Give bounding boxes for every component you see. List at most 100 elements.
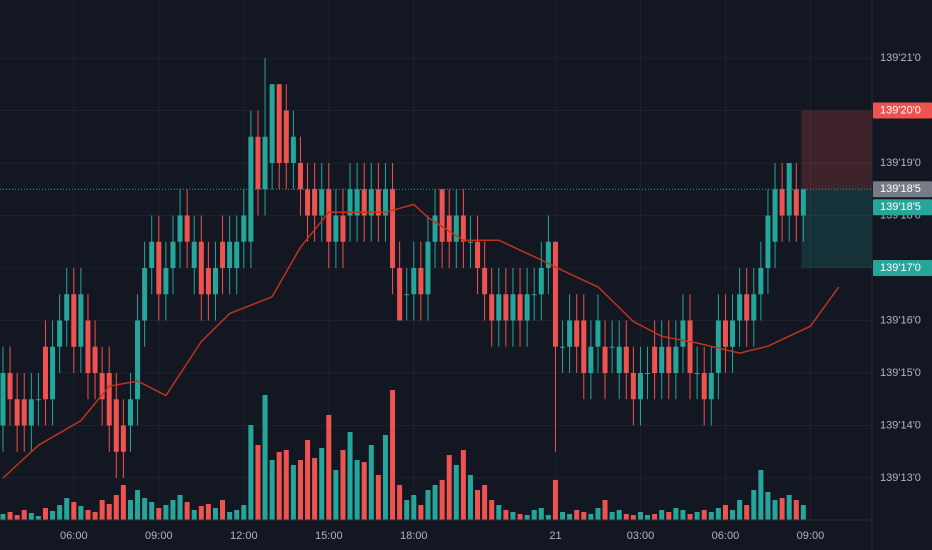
candle-body: [779, 189, 785, 216]
target-label: 139'20'0: [880, 104, 921, 116]
y-tick-label: 139'19'0: [880, 157, 921, 169]
stop-label-box: [873, 259, 932, 276]
candle-body: [397, 267, 403, 321]
volume-bar: [142, 498, 148, 520]
candle-body: [467, 241, 473, 243]
volume-bar: [57, 505, 63, 520]
volume-bar: [730, 510, 736, 520]
candle-body: [35, 399, 41, 401]
volume-bar: [552, 480, 558, 520]
candle-body: [14, 399, 20, 426]
volume-bar: [156, 508, 162, 520]
x-tick-label: 09:00: [797, 530, 825, 542]
candle-body: [588, 346, 594, 373]
candle-body: [552, 241, 558, 347]
volume-bar: [744, 505, 750, 520]
volume-bar: [170, 500, 176, 520]
candle-body: [730, 320, 736, 347]
target-label-box: [873, 102, 932, 119]
candle-body: [290, 136, 296, 163]
volume-bar: [581, 512, 587, 520]
candle-body: [7, 372, 13, 400]
candle-body: [375, 189, 381, 216]
candle-body: [262, 136, 268, 190]
volume-bar: [737, 500, 743, 520]
candle-body: [57, 320, 63, 347]
moving-average: [2, 203, 840, 479]
candle-body: [602, 346, 608, 373]
candle-body: [567, 320, 573, 347]
volume-bar: [184, 502, 190, 520]
volume-bar: [722, 505, 728, 520]
volume-bar: [659, 510, 665, 520]
candle-body: [418, 267, 424, 295]
candle-body: [142, 267, 148, 321]
candle-body: [276, 84, 282, 163]
stop-zone: [801, 189, 872, 268]
volume-bar: [127, 500, 133, 520]
candle-body: [64, 294, 70, 321]
candle-body: [411, 267, 417, 295]
volume-bar: [177, 495, 183, 520]
candle-body: [248, 136, 254, 242]
volume-bar: [616, 510, 622, 520]
volume-bar: [545, 515, 551, 520]
x-tick-label: 03:00: [627, 530, 655, 542]
candle-body: [156, 241, 162, 295]
candle-body: [354, 189, 360, 216]
candle-body: [680, 320, 686, 347]
candle-body: [446, 215, 452, 242]
candle-body: [255, 136, 261, 190]
volume-bar: [567, 514, 573, 520]
volume-bar: [510, 512, 516, 520]
volume-bar: [361, 462, 367, 520]
volume-bar: [404, 500, 410, 520]
candle-body: [78, 294, 84, 347]
candle-body: [283, 110, 289, 163]
last-price-label: 139'18'5: [880, 183, 921, 195]
volume-bar: [35, 516, 41, 520]
candle-body: [630, 372, 636, 400]
candle-body: [772, 189, 778, 242]
volume-bar: [71, 502, 77, 520]
volume-bar: [715, 508, 721, 520]
volume-bar: [588, 514, 594, 520]
volume-bar: [85, 510, 91, 520]
volume-bar: [297, 460, 303, 520]
y-tick-label: 139'16'0: [880, 314, 921, 326]
candle-body: [361, 189, 367, 216]
candle-body: [545, 241, 551, 268]
candle-body: [149, 241, 155, 268]
volume-bar: [701, 510, 707, 520]
volume-bar: [120, 485, 126, 520]
entry-label: 139'18'5: [880, 201, 921, 213]
candle-body: [340, 215, 346, 242]
volume-bar: [262, 395, 268, 520]
volume-bar: [290, 465, 296, 520]
y-tick-label: 139'21'0: [880, 52, 921, 64]
volume-bar: [786, 495, 792, 520]
volume-bar: [135, 490, 141, 520]
volume-bar: [28, 513, 34, 520]
candle-body: [645, 372, 651, 374]
volume-bar: [489, 500, 495, 520]
candle-body: [701, 372, 707, 400]
volume-bar: [382, 435, 388, 520]
candle-body: [50, 346, 56, 400]
candle-body: [212, 267, 218, 295]
price-tags: 139'20'0 139'17'0 139'18'5 139'18'5: [873, 102, 932, 276]
candle-body: [460, 215, 466, 242]
volume-bar: [255, 445, 261, 520]
candle-body: [482, 267, 488, 295]
volume-bar: [425, 490, 431, 520]
volume-bar: [595, 508, 601, 520]
candle-body: [439, 189, 445, 242]
volume-bar: [751, 490, 757, 520]
candle-body: [99, 372, 105, 400]
volume-bar: [390, 390, 396, 520]
y-tick-label: 139'13'0: [880, 472, 921, 484]
x-tick-label: 21: [549, 530, 561, 542]
volume-bar: [758, 470, 764, 520]
candle-body: [297, 162, 303, 190]
